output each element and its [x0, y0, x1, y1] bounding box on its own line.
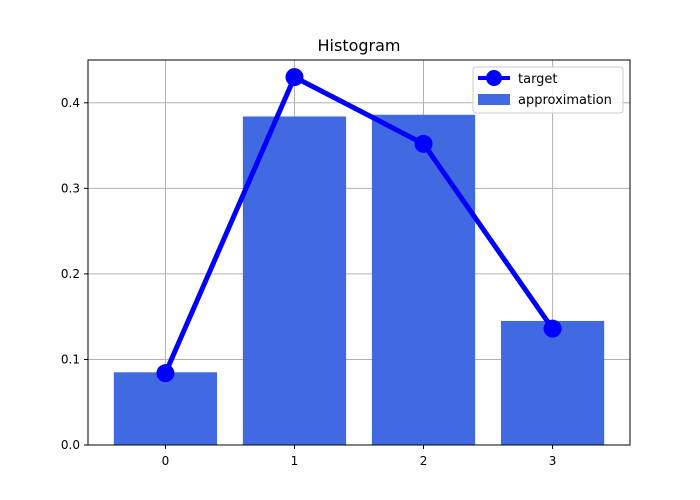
legend-target-label: target: [518, 72, 558, 87]
legend-approximation-label: approximation: [518, 93, 612, 108]
y-tick-label: 0.3: [61, 181, 80, 195]
x-tick-label: 3: [549, 454, 557, 468]
target-point-1: [285, 68, 304, 87]
target-point-0: [156, 364, 175, 383]
y-tick-label: 0.0: [61, 438, 80, 452]
x-tick-label: 0: [162, 454, 170, 468]
y-tick-label: 0.2: [61, 267, 80, 281]
bar-approximation-2: [371, 114, 476, 445]
legend-box: [472, 66, 624, 114]
target-point-2: [414, 134, 433, 153]
target-line: [163, 74, 555, 375]
legend-approximation-swatch: [478, 94, 510, 105]
legend: target approximation: [472, 66, 624, 114]
line-layer: [156, 68, 562, 383]
axes-frame: [87, 59, 631, 446]
legend-target-swatch-marker: [486, 70, 502, 86]
target-point-3: [543, 319, 562, 338]
x-tick-label: 2: [420, 454, 428, 468]
bar-layer: [113, 114, 605, 445]
bar-approximation-3: [500, 320, 605, 445]
tick-layer: 0 1 2 3 0.0 0.1 0.2 0.3 0.4: [61, 96, 556, 468]
y-tick-label: 0.4: [61, 96, 80, 110]
bar-approximation-0: [113, 372, 218, 445]
bar-approximation-1: [242, 116, 347, 445]
x-tick-label: 1: [291, 454, 299, 468]
y-tick-label: 0.1: [61, 352, 80, 366]
chart-title: Histogram: [318, 36, 401, 55]
